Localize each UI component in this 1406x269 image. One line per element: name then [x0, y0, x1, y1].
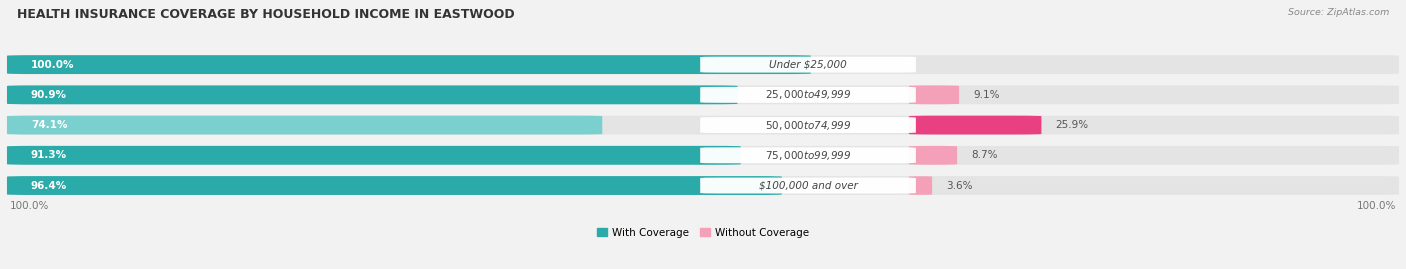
FancyBboxPatch shape [7, 146, 1399, 165]
Text: Under $25,000: Under $25,000 [769, 60, 846, 70]
FancyBboxPatch shape [7, 146, 741, 165]
Text: 8.7%: 8.7% [972, 150, 998, 160]
FancyBboxPatch shape [7, 176, 782, 195]
FancyBboxPatch shape [700, 178, 915, 193]
Text: $75,000 to $99,999: $75,000 to $99,999 [765, 149, 851, 162]
FancyBboxPatch shape [7, 116, 1399, 134]
FancyBboxPatch shape [700, 117, 915, 133]
FancyBboxPatch shape [7, 176, 1399, 195]
FancyBboxPatch shape [7, 86, 738, 104]
FancyBboxPatch shape [7, 86, 1399, 104]
Text: $50,000 to $74,999: $50,000 to $74,999 [765, 119, 851, 132]
FancyBboxPatch shape [700, 147, 915, 163]
FancyBboxPatch shape [7, 55, 1399, 74]
Text: Source: ZipAtlas.com: Source: ZipAtlas.com [1288, 8, 1389, 17]
Text: 100.0%: 100.0% [10, 201, 49, 211]
Text: 90.9%: 90.9% [31, 90, 67, 100]
Text: 96.4%: 96.4% [31, 180, 67, 190]
Text: 100.0%: 100.0% [1357, 201, 1396, 211]
Text: 91.3%: 91.3% [31, 150, 67, 160]
FancyBboxPatch shape [7, 55, 811, 74]
Text: 3.6%: 3.6% [946, 180, 973, 190]
Text: 74.1%: 74.1% [31, 120, 67, 130]
Text: HEALTH INSURANCE COVERAGE BY HOUSEHOLD INCOME IN EASTWOOD: HEALTH INSURANCE COVERAGE BY HOUSEHOLD I… [17, 8, 515, 21]
FancyBboxPatch shape [908, 146, 957, 165]
Legend: With Coverage, Without Coverage: With Coverage, Without Coverage [592, 224, 814, 242]
FancyBboxPatch shape [7, 116, 602, 134]
Text: 25.9%: 25.9% [1056, 120, 1088, 130]
FancyBboxPatch shape [908, 86, 959, 104]
Text: 9.1%: 9.1% [973, 90, 1000, 100]
FancyBboxPatch shape [907, 176, 934, 195]
FancyBboxPatch shape [908, 116, 1042, 134]
Text: $25,000 to $49,999: $25,000 to $49,999 [765, 88, 851, 101]
Text: $100,000 and over: $100,000 and over [759, 180, 858, 190]
FancyBboxPatch shape [700, 87, 915, 103]
FancyBboxPatch shape [700, 57, 915, 73]
Text: 100.0%: 100.0% [31, 60, 75, 70]
